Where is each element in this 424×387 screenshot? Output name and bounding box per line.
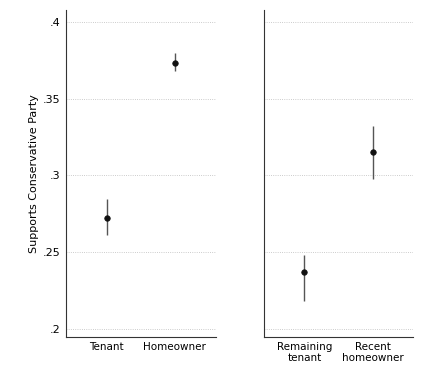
Y-axis label: Supports Conservative Party: Supports Conservative Party xyxy=(29,94,39,253)
